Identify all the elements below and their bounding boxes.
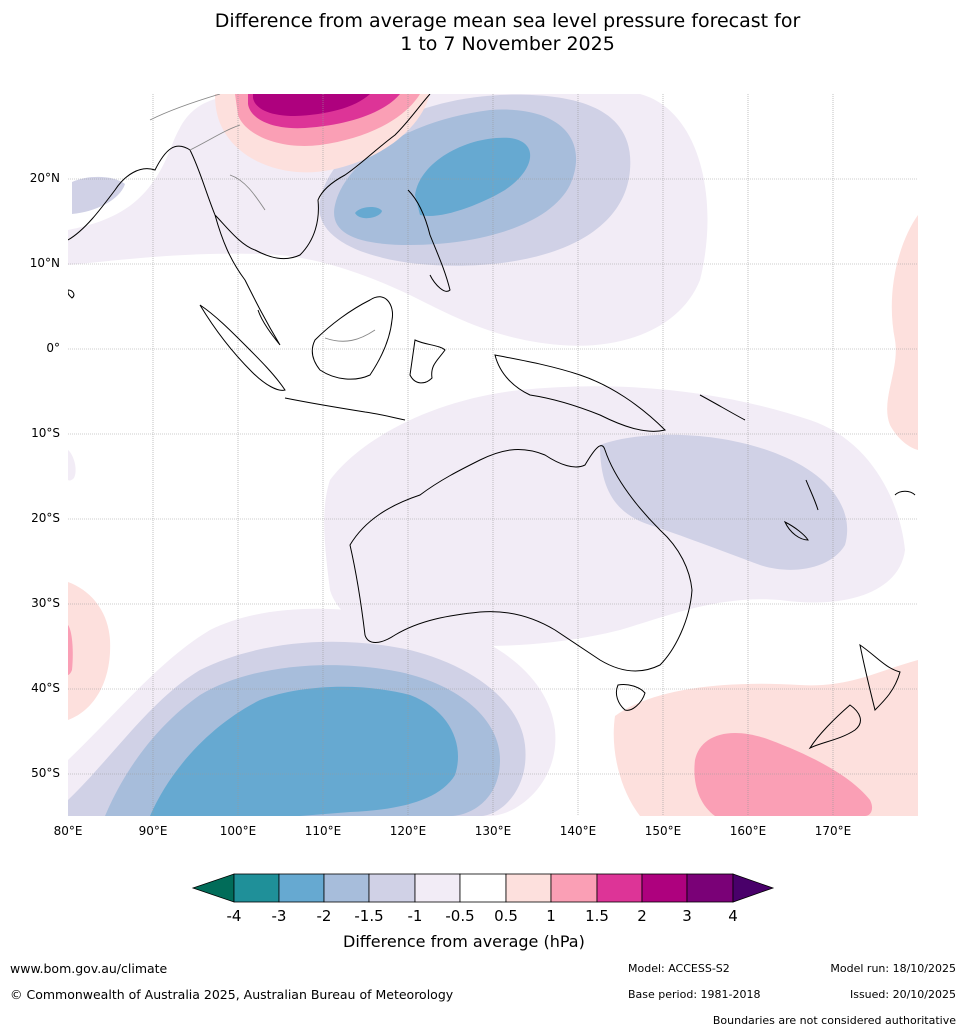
lon-label-150e: 150°E [644, 824, 682, 838]
website-link[interactable]: www.bom.gov.au/climate [10, 961, 168, 976]
west-indian-negative [68, 450, 76, 481]
coast-vanuatu [805, 479, 819, 511]
coast-new-zealand [808, 643, 901, 750]
coast-asia-mainland [68, 94, 431, 346]
lat-label-20s: 20°S [31, 511, 60, 525]
lon-label-130e: 130°E [474, 824, 512, 838]
nw-pacific-anomaly-4 [415, 137, 531, 216]
west-indian-positive-1 [68, 582, 111, 720]
southern-ocean-anomaly-4 [150, 686, 458, 816]
west-indian-anomaly [72, 176, 125, 214]
colorbar-tick: -0.5 [445, 907, 475, 925]
colorbar-bin [686, 873, 734, 903]
colorbar-tick: -1.5 [354, 907, 384, 925]
colorbar-bin [550, 873, 598, 903]
copyright: © Commonwealth of Australia 2025, Austra… [10, 987, 454, 1002]
colorbar-bin [505, 873, 552, 903]
tasman-anomaly-2 [694, 732, 873, 816]
lon-label-140e: 140°E [559, 824, 597, 838]
lon-label-120e: 120°E [389, 824, 427, 838]
colorbar-bin [459, 873, 507, 903]
lon-label-80e: 80°E [53, 824, 83, 838]
colorbar-tick: 1 [546, 907, 556, 925]
china-anomaly-4 [253, 94, 370, 116]
coast-java [284, 397, 406, 421]
colorbar-bin [641, 873, 688, 903]
coast-tasmania [615, 684, 646, 711]
coast-sumatra [199, 304, 286, 391]
colorbar-tick: -3 [271, 907, 287, 925]
lat-label-10s: 10°S [31, 426, 60, 440]
model-run: Model run: 18/10/2025 [830, 962, 956, 975]
lon-label-90e: 90°E [138, 824, 168, 838]
graticule [68, 94, 918, 816]
coast-solomons [699, 394, 746, 421]
colorbar-tick: -1 [407, 907, 423, 925]
coast-new-guinea [494, 354, 666, 432]
border-borneo [324, 329, 376, 342]
title-line-2: 1 to 7 November 2025 [400, 33, 615, 55]
colorbar-bin [414, 873, 461, 903]
lat-label-50s: 50°S [31, 766, 60, 780]
model-name: Model: ACCESS-S2 [628, 962, 730, 975]
west-indian-positive-2 [68, 625, 73, 675]
lon-label-170e: 170°E [814, 824, 852, 838]
border-indochina [149, 94, 266, 211]
lat-label-20n: 20°N [29, 171, 60, 185]
lat-label-10n: 10°N [29, 256, 60, 270]
east-pacific-positive [887, 215, 918, 450]
colorbar-tick: 3 [682, 907, 692, 925]
colorbar-bin [278, 873, 325, 903]
colorbar-bin [323, 873, 370, 903]
coast-fiji [894, 490, 916, 496]
map-title: Difference from average mean sea level p… [0, 10, 965, 56]
country-borders [149, 94, 376, 342]
base-period: Base period: 1981-2018 [628, 988, 761, 1001]
nw-pacific-anomaly-5 [355, 207, 382, 219]
title-line-1: Difference from average mean sea level p… [214, 10, 801, 32]
colorbar-tick: -4 [226, 907, 242, 925]
colorbar-tick: 4 [728, 907, 738, 925]
lat-label-0: 0° [46, 341, 60, 355]
issued-date: Issued: 20/10/2025 [849, 988, 956, 1001]
colorbar-tick: 0.5 [494, 907, 518, 925]
lon-label-160e: 160°E [729, 824, 767, 838]
colorbar-extend-high [732, 873, 775, 903]
lon-label-100e: 100°E [219, 824, 257, 838]
lat-label-30s: 30°S [31, 596, 60, 610]
colorbar-label: Difference from average (hPa) [343, 932, 585, 951]
colorbar-bin [233, 873, 280, 903]
coast-sri-lanka [68, 289, 75, 299]
anomaly-field [68, 94, 918, 816]
colorbar-tick: -2 [316, 907, 332, 925]
colorbar-extend-low [191, 873, 235, 903]
coast-borneo [311, 296, 394, 380]
boundaries-disclaimer: Boundaries are not considered authoritat… [712, 1014, 956, 1027]
coastlines [68, 94, 916, 750]
colorbar-tick: 1.5 [585, 907, 609, 925]
lon-label-110e: 110°E [304, 824, 342, 838]
colorbar-bin [368, 873, 416, 903]
coral-sea-anomaly [600, 434, 848, 570]
colorbar-bin [596, 873, 643, 903]
coast-new-caledonia [783, 520, 809, 541]
colorbar [191, 873, 775, 903]
lat-label-40s: 40°S [31, 681, 60, 695]
colorbar-tick: 2 [637, 907, 647, 925]
coast-sulawesi [409, 339, 446, 384]
coast-australia [349, 445, 693, 672]
coast-philippines [407, 189, 451, 292]
